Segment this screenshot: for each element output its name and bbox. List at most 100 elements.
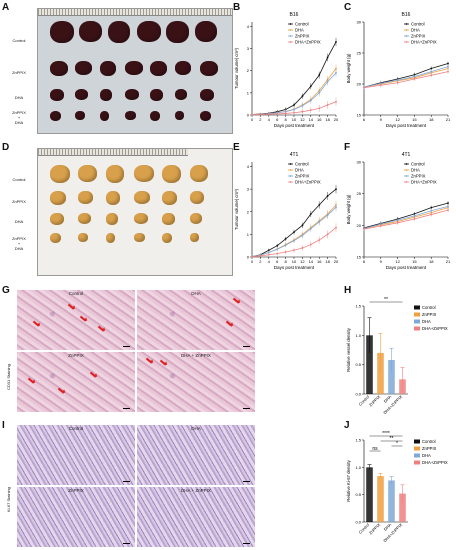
- tumor-specimen: [150, 111, 160, 121]
- tumor-specimen: [134, 165, 154, 182]
- panel-label-a: A: [2, 2, 10, 13]
- histo-label: DHA: [191, 426, 201, 431]
- data-point: [413, 214, 416, 217]
- chart-h: 0.0 0.5 1.0 1.5 Relative vessel density Contr…: [346, 297, 448, 415]
- scale-bar: [243, 345, 250, 347]
- data-point: [396, 81, 399, 84]
- row-label-control: Control: [12, 38, 26, 43]
- side-label-ki67: Ki-67 Staining: [6, 487, 11, 512]
- tumor-specimen: [125, 89, 139, 100]
- panel-label-d: D: [2, 142, 10, 153]
- y-tick-label: 3: [247, 187, 250, 192]
- legend-marker: [405, 29, 408, 31]
- x-tick-label: 9: [380, 117, 383, 122]
- chart-title: B16: [402, 12, 411, 18]
- x-tick-label: 14: [309, 117, 314, 122]
- series-line-znppix: [363, 205, 449, 229]
- x-axis-label: Days post treatment: [386, 123, 427, 128]
- x-tick-label: 4: [268, 117, 271, 122]
- scale-bar: [243, 407, 250, 409]
- x-tick-label: 20: [334, 117, 339, 122]
- tumor-specimen: [50, 21, 74, 43]
- data-point: [363, 86, 365, 89]
- series-line-dhaznppix: [363, 209, 449, 230]
- tumor-specimen: [134, 233, 145, 242]
- data-point: [267, 113, 270, 116]
- tumor-specimen: [106, 165, 124, 183]
- legend-label: DHA: [422, 453, 431, 458]
- data-point: [335, 206, 337, 209]
- data-point: [396, 79, 399, 82]
- data-point: [413, 78, 416, 80]
- x-axis-label: Days post treatment: [274, 123, 315, 128]
- tumor-specimen: [50, 191, 66, 205]
- tumor-specimen: [106, 213, 118, 225]
- y-tick-label: 0: [247, 255, 250, 260]
- legend-label: DHA+ZnPPIX: [411, 40, 437, 45]
- tumor-specimen: [134, 213, 148, 224]
- legend-label: ZnPPIX: [295, 34, 310, 39]
- legend-label: DHA: [295, 28, 304, 33]
- red-arrow-icon: [28, 377, 35, 384]
- legend-label: DHA+ZnPPIX: [411, 180, 437, 185]
- data-point: [318, 91, 321, 94]
- data-point: [267, 249, 270, 252]
- data-point: [284, 112, 287, 115]
- data-point: [318, 239, 321, 241]
- histo-ki67-znppix: ZnPPIX: [17, 487, 135, 547]
- legend-marker: [405, 41, 408, 43]
- y-tick-label: 20: [357, 82, 362, 87]
- histo-label: DHA + ZnPPIX: [181, 353, 211, 358]
- legend-label: ZnPPIX: [422, 312, 437, 317]
- legend-label: DHA+ZnPPIX: [295, 180, 321, 185]
- data-point: [326, 104, 329, 106]
- tumor-photo-a: [37, 8, 233, 134]
- y-tick-label: 1: [247, 90, 250, 95]
- tumor-specimen: [166, 21, 189, 43]
- legend-marker: [405, 169, 408, 171]
- histo-label: Control: [68, 291, 84, 296]
- x-tick-label: 2: [259, 117, 262, 122]
- row-label-dha: DHA: [14, 219, 24, 224]
- x-tick-label: 12: [395, 259, 400, 264]
- x-axis-label: Days post treatment: [386, 265, 427, 270]
- y-tick-label: 4: [247, 164, 250, 169]
- scale-bar: [123, 542, 130, 544]
- x-tick-label: 18: [325, 259, 330, 264]
- histo-cd31-combo: DHA + ZnPPIX: [137, 352, 255, 412]
- x-tick-label: 6: [276, 117, 279, 122]
- data-point: [301, 110, 304, 113]
- panel-label-j: J: [344, 420, 350, 431]
- tumor-specimen: [150, 61, 167, 76]
- series-line-dhaznppix: [363, 71, 449, 89]
- data-point: [267, 251, 270, 254]
- data-point: [379, 225, 382, 227]
- legend-marker: [405, 175, 408, 177]
- red-arrow-icon: [90, 371, 97, 378]
- legend-marker: [289, 41, 292, 43]
- panel-label-c: C: [344, 2, 352, 13]
- legend-label: DHA+ZnPPIX: [422, 460, 448, 465]
- data-point: [251, 255, 253, 258]
- data-point: [326, 80, 329, 83]
- tumor-specimen: [75, 89, 88, 100]
- data-point: [326, 233, 329, 236]
- histo-label: DHA: [191, 291, 201, 296]
- x-tick-label: 6: [363, 259, 366, 264]
- histo-ki67-dha: DHA: [137, 425, 255, 485]
- y-tick-label: 2: [247, 209, 250, 214]
- tumor-specimen: [162, 165, 181, 183]
- tumor-specimen: [200, 111, 211, 121]
- row-label-combo: ZnPPIX + DHA: [12, 236, 26, 251]
- x-tick-label: DHA: [383, 522, 393, 532]
- series-line-znppix: [363, 66, 449, 88]
- tumor-specimen: [150, 89, 163, 101]
- tumor-specimen: [50, 89, 64, 101]
- data-point: [259, 113, 262, 116]
- panel-label-g: G: [2, 285, 10, 296]
- row-label-znppix: ZnPPIX: [12, 199, 26, 204]
- y-tick-label: 0.5: [355, 492, 361, 497]
- bar-control: [366, 335, 373, 394]
- data-point: [301, 95, 304, 98]
- y-tick-label: 1.0: [355, 333, 361, 338]
